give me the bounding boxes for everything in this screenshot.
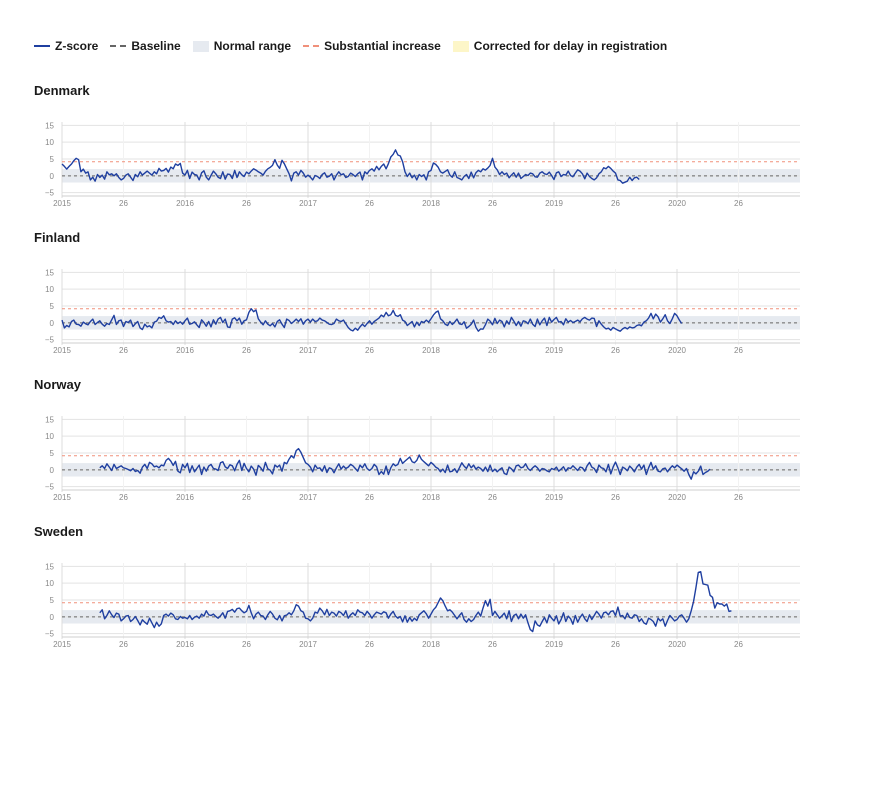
x-tick-label: 26 <box>488 640 497 649</box>
x-tick-label: 2015 <box>53 346 71 355</box>
x-tick-label: 2020 <box>668 640 686 649</box>
x-tick-label: 26 <box>734 346 743 355</box>
x-tick-label: 26 <box>611 199 620 208</box>
x-tick-label: 2019 <box>545 493 563 502</box>
y-tick-label: 15 <box>45 562 54 571</box>
x-tick-label: 2015 <box>53 493 71 502</box>
y-tick-label: 0 <box>50 613 55 622</box>
legend-item-substantial[interactable]: Substantial increase <box>303 39 441 53</box>
legend-item-normal-range[interactable]: Normal range <box>192 39 292 53</box>
y-tick-label: 5 <box>50 155 55 164</box>
x-tick-label: 2017 <box>299 493 317 502</box>
x-tick-label: 2020 <box>668 493 686 502</box>
legend-item-corrected[interactable]: Corrected for delay in registration <box>452 39 668 53</box>
x-tick-label: 2015 <box>53 199 71 208</box>
chart-sweden: −5 0 5 10 15 2015 26 2016 26 2017 26 2018 26 2019 26 20… <box>45 562 800 649</box>
x-tick-label: 26 <box>119 199 128 208</box>
baseline-dash-icon <box>110 45 127 47</box>
legend: Z-score Baseline Normal range Substantia… <box>34 39 679 53</box>
substantial-dash-icon <box>303 45 320 47</box>
x-tick-label: 2016 <box>176 346 194 355</box>
chart-finland: −5 0 5 10 15 2015 26 2016 26 2017 26 2018 26 2019 26 20… <box>45 268 800 355</box>
x-tick-label: 26 <box>488 199 497 208</box>
x-tick-label: 2020 <box>668 346 686 355</box>
x-tick-label: 26 <box>734 640 743 649</box>
x-tick-label: 26 <box>242 493 251 502</box>
x-tick-label: 26 <box>611 493 620 502</box>
x-tick-label: 26 <box>611 346 620 355</box>
y-tick-label: −5 <box>45 189 55 198</box>
zscore-series-line <box>61 308 683 332</box>
legend-label-substantial: Substantial increase <box>324 39 441 53</box>
x-tick-label: 26 <box>365 493 374 502</box>
x-tick-label: 2019 <box>545 640 563 649</box>
legend-label-zscore: Z-score <box>55 39 99 53</box>
x-tick-label: 26 <box>242 346 251 355</box>
y-tick-label: −5 <box>45 336 55 345</box>
legend-label-baseline: Baseline <box>131 39 181 53</box>
x-tick-label: 2016 <box>176 493 194 502</box>
y-tick-label: 15 <box>45 121 54 130</box>
panel-title-sweden: Sweden <box>34 524 84 539</box>
x-tick-label: 26 <box>365 346 374 355</box>
x-tick-label: 2016 <box>176 640 194 649</box>
zscore-series-line <box>61 149 640 184</box>
x-tick-label: 2018 <box>422 493 440 502</box>
y-tick-label: 5 <box>50 596 55 605</box>
y-tick-label: 10 <box>45 285 54 294</box>
x-tick-label: 26 <box>119 640 128 649</box>
y-tick-label: 15 <box>45 415 54 424</box>
x-tick-label: 2016 <box>176 199 194 208</box>
x-tick-label: 2015 <box>53 640 71 649</box>
corrected-box-icon <box>452 40 469 52</box>
zscore-series-line <box>99 447 711 480</box>
x-tick-label: 2018 <box>422 199 440 208</box>
y-tick-label: 5 <box>50 302 55 311</box>
x-tick-label: 2017 <box>299 199 317 208</box>
x-tick-label: 26 <box>242 199 251 208</box>
x-tick-label: 26 <box>611 640 620 649</box>
y-tick-label: 0 <box>50 466 55 475</box>
x-tick-label: 2018 <box>422 346 440 355</box>
legend-item-baseline[interactable]: Baseline <box>110 39 181 53</box>
x-tick-label: 26 <box>119 493 128 502</box>
x-tick-label: 26 <box>734 493 743 502</box>
legend-label-normal-range: Normal range <box>213 39 292 53</box>
x-tick-label: 26 <box>734 199 743 208</box>
y-tick-label: 0 <box>50 319 55 328</box>
y-tick-label: −5 <box>45 630 55 639</box>
chart-denmark: −5 0 5 10 15 2015 26 2016 26 2017 26 2018 26 2019 26 20… <box>45 121 800 208</box>
x-tick-label: 26 <box>365 640 374 649</box>
panel-title-denmark: Denmark <box>34 83 90 98</box>
x-tick-label: 26 <box>365 199 374 208</box>
y-tick-label: 10 <box>45 579 54 588</box>
legend-item-zscore[interactable]: Z-score <box>34 39 98 53</box>
x-tick-label: 26 <box>242 640 251 649</box>
x-tick-label: 26 <box>119 346 128 355</box>
y-tick-label: −5 <box>45 483 55 492</box>
panel-title-finland: Finland <box>34 230 81 245</box>
y-tick-label: 0 <box>50 172 55 181</box>
zscore-line-icon <box>34 45 50 47</box>
x-tick-label: 2019 <box>545 346 563 355</box>
y-tick-label: 5 <box>50 449 55 458</box>
y-tick-label: 15 <box>45 268 54 277</box>
y-tick-label: 10 <box>45 138 54 147</box>
x-tick-label: 2017 <box>299 346 317 355</box>
x-tick-label: 26 <box>488 493 497 502</box>
zscore-series-line <box>99 570 732 633</box>
x-tick-label: 2017 <box>299 640 317 649</box>
y-tick-label: 10 <box>45 432 54 441</box>
x-tick-label: 2020 <box>668 199 686 208</box>
x-tick-label: 2018 <box>422 640 440 649</box>
normal-range-box-icon <box>192 40 209 52</box>
x-tick-label: 26 <box>488 346 497 355</box>
x-tick-label: 2019 <box>545 199 563 208</box>
legend-label-corrected: Corrected for delay in registration <box>473 39 668 53</box>
chart-norway: −5 0 5 10 15 2015 26 2016 26 2017 26 2018 26 2019 26 20… <box>45 415 800 502</box>
panel-title-norway: Norway <box>34 377 81 392</box>
